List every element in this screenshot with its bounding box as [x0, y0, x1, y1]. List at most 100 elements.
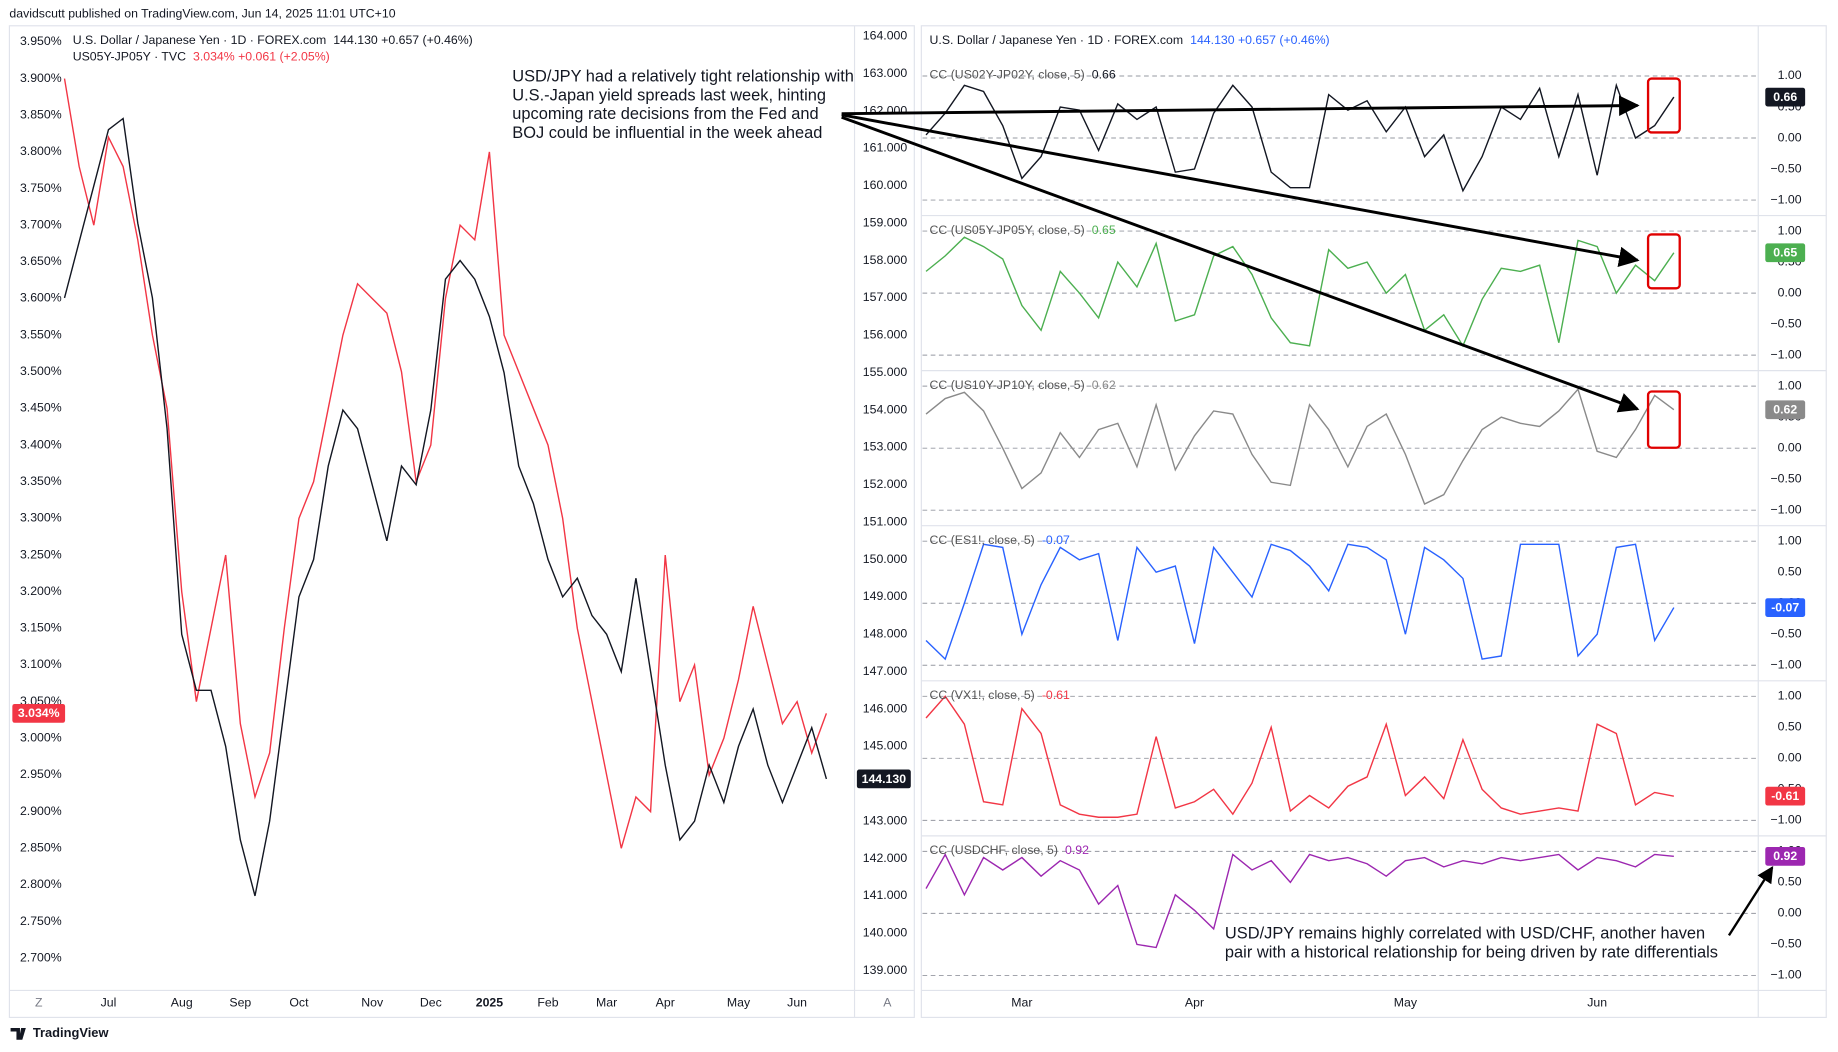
- legend-part: U.S. Dollar / Japanese Yen · 1D · FOREX.…: [930, 33, 1184, 47]
- highlight-box: [1646, 77, 1681, 134]
- y-tick-label: 2.800%: [20, 877, 62, 891]
- y2-tick-label: 161.000: [863, 141, 908, 155]
- y-tick-label: 0.00: [1778, 751, 1802, 765]
- line: [63, 78, 828, 849]
- x-tick-label: 2025: [476, 996, 504, 1010]
- y-tick-label: 3.700%: [20, 217, 62, 231]
- line: [925, 695, 1674, 818]
- line: [63, 117, 828, 897]
- y2-tick-label: 147.000: [863, 664, 908, 678]
- last-value-box: [1765, 243, 1806, 263]
- legend-part: U.S. Dollar / Japanese Yen · 1D · FOREX.…: [73, 33, 327, 47]
- x-tick-label: Sep: [229, 996, 251, 1010]
- y-tick-label: 0.50: [1778, 720, 1802, 734]
- y-tick-label: −0.50: [1771, 161, 1802, 175]
- annotation: pair with a historical relationship for …: [1225, 943, 1718, 961]
- y-tick-label: 3.550%: [20, 327, 62, 341]
- legend: CC (ES1!, close, 5) -0.07: [930, 533, 1070, 547]
- y-tick-label: 1.00: [1778, 689, 1802, 703]
- x-tick-label: Apr: [1185, 996, 1204, 1010]
- y2-tick-label: 140.000: [863, 926, 908, 940]
- y-tick-label: 3.450%: [20, 401, 62, 415]
- legend-part: 0.62: [1092, 378, 1116, 392]
- last-value-label: 144.130: [862, 772, 907, 786]
- y2-tick-label: 156.000: [863, 328, 908, 342]
- last-value-box: [1765, 400, 1806, 420]
- arrows: [841, 77, 1774, 937]
- y-tick-label: 2.950%: [20, 767, 62, 781]
- y-tick-label: 3.500%: [20, 364, 62, 378]
- logo-text: TradingView: [33, 1025, 110, 1040]
- button[interactable]: Z: [35, 996, 43, 1010]
- y-tick-label: 3.850%: [20, 107, 62, 121]
- legend-part: CC (US10Y-JP10Y, close, 5): [930, 378, 1085, 392]
- x-tick-label: Jun: [1587, 996, 1607, 1010]
- line: [925, 82, 1675, 193]
- annotation: USD/JPY had a relatively tight relations…: [512, 68, 854, 86]
- y-tick-label: 3.100%: [20, 657, 62, 671]
- last-value-box: [1765, 786, 1806, 806]
- y-tick-label: 3.350%: [20, 474, 62, 488]
- legend: CC (US02Y-JP02Y, close, 5) 0.66: [930, 68, 1116, 82]
- legend: US05Y-JP05Y · TVC 3.034% +0.061 (+2.05%): [73, 50, 330, 64]
- legend-part: CC (US02Y-JP02Y, close, 5): [930, 68, 1085, 82]
- y-tick-label: −0.50: [1771, 937, 1802, 951]
- y-tick-label: −0.50: [1771, 627, 1802, 641]
- legend: CC (US05Y-JP05Y, close, 5) 0.65: [930, 223, 1116, 237]
- legend-part: US05Y-JP05Y · TVC: [73, 50, 186, 64]
- legend-part: CC (ES1!, close, 5): [930, 533, 1035, 547]
- y2-tick-label: 148.000: [863, 627, 908, 641]
- y2-tick-label: 145.000: [863, 739, 908, 753]
- legend-part: CC (VX1!, close, 5): [930, 688, 1035, 702]
- y-tick-label: −1.00: [1771, 502, 1802, 516]
- y-tick-label: 3.600%: [20, 291, 62, 305]
- legend-part: -0.61: [1042, 688, 1070, 702]
- y2-tick-label: 157.000: [863, 290, 908, 304]
- y2-tick-label: 159.000: [863, 215, 908, 229]
- x-tick-label: Mar: [596, 996, 617, 1010]
- y2-tick-label: 158.000: [863, 253, 908, 267]
- y-tick-label: 3.250%: [20, 547, 62, 561]
- y2-tick-label: 155.000: [863, 365, 908, 379]
- last-value-label: -0.07: [1771, 600, 1799, 614]
- last-value-label: 0.65: [1773, 246, 1797, 260]
- y-tick-label: −1.00: [1771, 347, 1802, 361]
- legend: U.S. Dollar / Japanese Yen · 1D · FOREX.…: [930, 33, 1330, 47]
- y2-tick-label: 143.000: [863, 813, 908, 827]
- legend-part: 0.92: [1065, 843, 1089, 857]
- y2-tick-label: 163.000: [863, 66, 908, 80]
- button[interactable]: A: [883, 996, 892, 1010]
- y-tick-label: 3.300%: [20, 511, 62, 525]
- last-value-label: 0.62: [1773, 403, 1797, 417]
- annotation: BOJ could be influential in the week ahe…: [512, 124, 822, 142]
- y2-tick-label: 153.000: [863, 440, 908, 454]
- last-value-box: [1765, 846, 1806, 866]
- line: [925, 236, 1675, 348]
- y-tick-label: 0.00: [1778, 285, 1802, 299]
- annotation: USD/JPY remains highly correlated with U…: [1225, 925, 1705, 943]
- y-tick-label: 3.800%: [20, 144, 62, 158]
- y-tick-label: 2.750%: [20, 914, 62, 928]
- y-tick-label: −1.00: [1771, 192, 1802, 206]
- y-tick-label: 0.50: [1778, 875, 1802, 889]
- arrow: [841, 113, 1640, 267]
- x-tick-label: Apr: [656, 996, 675, 1010]
- y2-tick-label: 139.000: [863, 963, 908, 977]
- y2-tick-label: 142.000: [863, 851, 908, 865]
- x-tick-label: Jul: [101, 996, 117, 1010]
- x-tick-label: May: [727, 996, 751, 1010]
- logo-mark: [10, 1027, 26, 1040]
- y2-tick-label: 149.000: [863, 589, 908, 603]
- y2-tick-label: 154.000: [863, 402, 908, 416]
- x-tick-label: Mar: [1011, 996, 1032, 1010]
- y2-tick-label: 150.000: [863, 552, 908, 566]
- y-tick-label: 3.950%: [20, 34, 62, 48]
- x-tick-label: Dec: [420, 996, 442, 1010]
- legend-part: CC (US05Y-JP05Y, close, 5): [930, 223, 1085, 237]
- y-tick-label: 3.200%: [20, 584, 62, 598]
- last-value-label: 0.92: [1773, 849, 1797, 863]
- y-tick-label: 3.750%: [20, 181, 62, 195]
- x-tick-label: May: [1394, 996, 1418, 1010]
- last-value-box: [856, 769, 911, 789]
